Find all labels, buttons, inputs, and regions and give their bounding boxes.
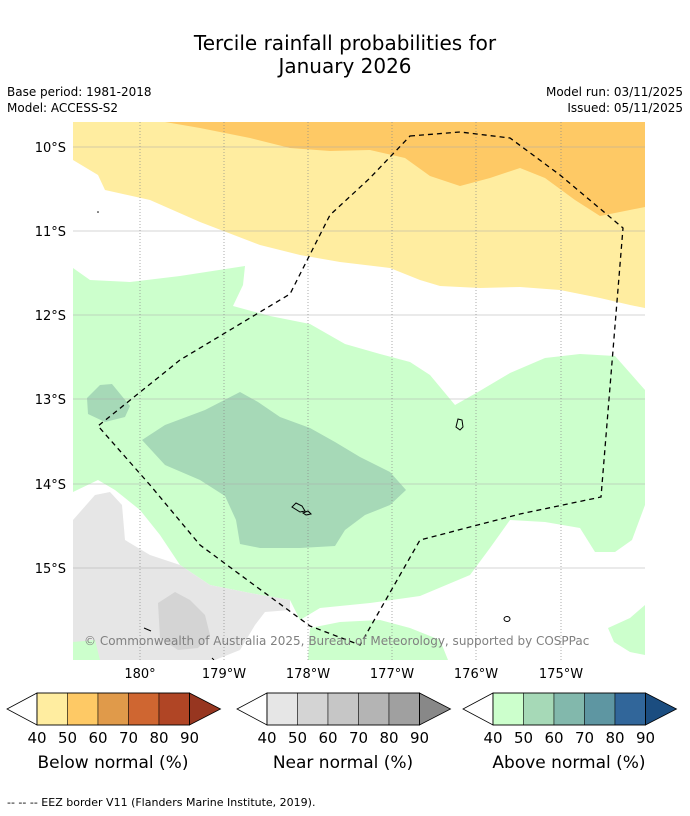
colorbar-segment bbox=[492, 692, 524, 726]
colorbar-tick-label: 40 bbox=[483, 729, 502, 747]
near-normal-colorbar: 40 50 60 70 80 90 bbox=[236, 692, 452, 747]
island-outline bbox=[97, 211, 99, 213]
colorbar-extend-low bbox=[462, 692, 494, 726]
legend-colorbars: 40 50 60 70 80 90 40 50 60 70 80 90 40 50 60 70 80 90 bbox=[6, 692, 678, 747]
lon-label: 179°W bbox=[202, 667, 246, 682]
issued-date: Issued: 05/11/2025 bbox=[567, 101, 683, 115]
lon-label: 175°W bbox=[539, 667, 583, 682]
colorbar-tick-label: 60 bbox=[318, 729, 337, 747]
eez-footnote: -- -- -- EEZ border V11 (Flanders Marine… bbox=[7, 796, 316, 809]
base-period: Base period: 1981-2018 bbox=[7, 85, 152, 99]
lon-labels: 180° 179°W 178°W 177°W 176°W 175°W bbox=[124, 667, 583, 682]
colorbar-segment bbox=[158, 692, 190, 726]
near-normal-40-region bbox=[73, 492, 290, 660]
colorbar-tick-label: 60 bbox=[544, 729, 563, 747]
island-outline bbox=[143, 627, 152, 632]
lat-label: 11°S bbox=[35, 225, 66, 240]
island-outline bbox=[291, 502, 306, 513]
colorbar-tick-label: 70 bbox=[349, 729, 368, 747]
colorbar-tick-label: 40 bbox=[27, 729, 46, 747]
colorbar-tick-label: 70 bbox=[119, 729, 138, 747]
colorbar-tick-label: 90 bbox=[180, 729, 199, 747]
lat-label: 13°S bbox=[35, 393, 66, 408]
above-normal-50-region bbox=[142, 392, 406, 548]
lon-label: 177°W bbox=[370, 667, 414, 682]
eez-border bbox=[97, 131, 624, 646]
colorbar-tick-label: 90 bbox=[410, 729, 429, 747]
colorbar-tick-label: 60 bbox=[88, 729, 107, 747]
near-normal-caption: Near normal (%) bbox=[272, 753, 414, 773]
lon-label: 178°W bbox=[286, 667, 330, 682]
colorbar-extend-high bbox=[419, 692, 452, 726]
copyright-text: © Commonwealth of Australia 2025, Bureau… bbox=[84, 634, 589, 648]
island-outline bbox=[301, 510, 313, 516]
above-normal-40-region bbox=[73, 266, 645, 620]
colorbar-tick-label: 50 bbox=[514, 729, 533, 747]
colorbar-segment bbox=[97, 692, 129, 726]
above-normal-colorbar: 40 50 60 70 80 90 bbox=[462, 692, 678, 747]
lat-label: 12°S bbox=[35, 309, 66, 324]
colorbar-tick-label: 80 bbox=[379, 729, 398, 747]
graticule-lat-lines bbox=[73, 146, 645, 569]
rainfall-map: © Commonwealth of Australia 2025, Bureau… bbox=[6, 122, 678, 747]
above-normal-40-patch-southwest bbox=[73, 640, 100, 660]
colorbar-segment bbox=[523, 692, 555, 726]
colorbar-extend-low bbox=[236, 692, 268, 726]
island-outline bbox=[211, 657, 215, 660]
lat-label: 10°S bbox=[35, 141, 66, 156]
near-normal-50-region bbox=[158, 592, 210, 650]
colorbar-segment bbox=[67, 692, 99, 726]
below-normal-colorbar: 40 50 60 70 80 90 bbox=[6, 692, 222, 747]
below-normal-caption: Below normal (%) bbox=[37, 753, 189, 773]
colorbar-segment bbox=[36, 692, 68, 726]
colorbar-segment bbox=[614, 692, 646, 726]
colorbar-segment bbox=[584, 692, 616, 726]
colorbar-extend-low bbox=[6, 692, 38, 726]
lon-label: 180° bbox=[124, 667, 155, 682]
lat-label: 14°S bbox=[35, 478, 66, 493]
colorbar-tick-label: 50 bbox=[58, 729, 77, 747]
above-normal-40-patch-south bbox=[308, 620, 448, 660]
colorbar-segment bbox=[327, 692, 359, 726]
colorbar-tick-label: 70 bbox=[575, 729, 594, 747]
colorbar-outline bbox=[266, 692, 420, 726]
colorbar-outline bbox=[36, 692, 190, 726]
lat-label: 15°S bbox=[35, 562, 66, 577]
colorbar-tick-label: 80 bbox=[605, 729, 624, 747]
colorbar-segment bbox=[128, 692, 160, 726]
chart-title-line2: January 2026 bbox=[278, 54, 412, 78]
colorbar-segment bbox=[553, 692, 585, 726]
island-outline bbox=[503, 616, 511, 622]
island-outline bbox=[455, 418, 464, 431]
colorbar-tick-label: 90 bbox=[636, 729, 655, 747]
chart-title-line1: Tercile rainfall probabilities for bbox=[193, 31, 497, 55]
colorbar-tick-label: 80 bbox=[149, 729, 168, 747]
colorbar-segment bbox=[266, 692, 298, 726]
model-run: Model run: 03/11/2025 bbox=[545, 85, 683, 99]
colorbar-segment bbox=[297, 692, 329, 726]
model-name: Model: ACCESS-S2 bbox=[7, 101, 119, 115]
colorbar-segment bbox=[358, 692, 390, 726]
above-normal-50-patch bbox=[87, 384, 130, 422]
colorbar-extend-high bbox=[645, 692, 678, 726]
above-normal-40-patch-southeast bbox=[608, 605, 645, 655]
lat-labels: 10°S 11°S 12°S 13°S 14°S 15°S bbox=[35, 141, 66, 577]
colorbar-outline bbox=[492, 692, 646, 726]
colorbar-segment bbox=[388, 692, 420, 726]
colorbar-tick-label: 40 bbox=[257, 729, 276, 747]
colorbar-tick-label: 50 bbox=[288, 729, 307, 747]
colorbar-extend-high bbox=[189, 692, 222, 726]
above-normal-caption: Above normal (%) bbox=[492, 753, 646, 773]
lon-label: 176°W bbox=[454, 667, 498, 682]
below-normal-50-region bbox=[165, 122, 645, 216]
